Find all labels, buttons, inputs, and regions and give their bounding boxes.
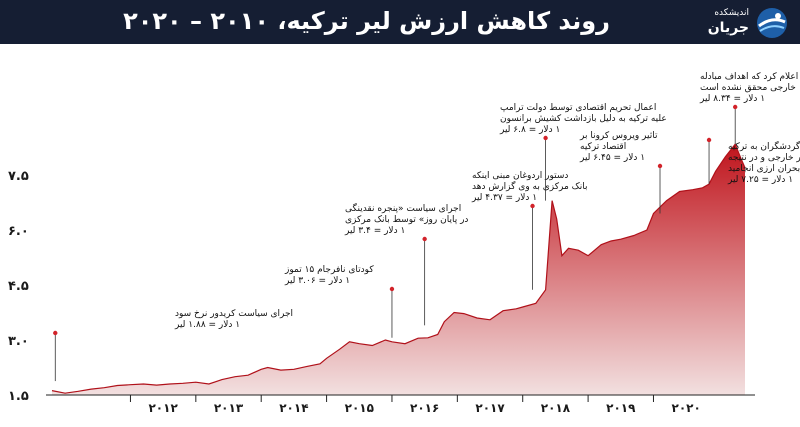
series-area-0 xyxy=(52,144,745,395)
annotation-text: کودتای نافرجام ۱۵ تموز xyxy=(284,265,374,275)
y-tick-label: ۱.۵ xyxy=(8,389,29,404)
globe-logo-icon xyxy=(757,8,787,38)
x-tick-label: ۲۰۱۲ xyxy=(148,401,178,415)
annotation-text: ۱ دلار = ۱.۸۸ لیر xyxy=(174,320,240,330)
annotation-text: ۱ دلار = ۷.۲۵ لیر xyxy=(727,175,793,185)
annotation-marker xyxy=(732,104,738,110)
annotation-text: اجرای سیاست «پنجره نقدینگی xyxy=(345,202,461,214)
annotation-text: بانک مرکزی به وی گزارش دهد xyxy=(472,180,587,192)
x-tick-label: ۲۰۱۷ xyxy=(475,401,505,415)
x-tick-label: ۲۰۱۳ xyxy=(214,401,244,415)
annotation-marker xyxy=(543,135,548,141)
x-tick-label: ۲۰۱۵ xyxy=(345,401,374,415)
annotation-text: ۱ دلار = ۴.۳۷ لیر xyxy=(471,193,537,203)
x-tick-label: ۲۰۲۰ xyxy=(672,401,701,415)
annotation-text: اقتصاد ترکیه xyxy=(580,142,626,152)
annotation-text: علیه ترکیه به دلیل بازداشت کشیش برانسون xyxy=(500,114,667,124)
x-tick-label: ۲۰۱۸ xyxy=(541,401,571,415)
annotation-marker xyxy=(530,203,535,209)
annotation-text: بحران ارزی انجامید xyxy=(728,164,800,174)
annotation-text: به کاهش ذخایر خارجی و در نتیجه xyxy=(728,153,800,163)
x-tick-label: ۲۰۱۶ xyxy=(410,401,439,415)
annotation-text: دستور اردوغان مبنی اینکه xyxy=(472,171,568,181)
y-tick-label: ۳.۰ xyxy=(8,334,29,349)
x-tick-label: ۲۰۱۹ xyxy=(606,401,636,415)
brand-small-label: اندیشکده xyxy=(714,8,749,18)
brand-block: اندیشکده جریان xyxy=(665,6,795,40)
annotation-text: ۱ دلار = ۸.۳۴ لیر xyxy=(699,94,765,104)
series-line-0 xyxy=(51,143,746,394)
brand-name-label: جریان xyxy=(707,20,749,36)
annotation-marker xyxy=(389,286,395,292)
title-bar: روند کاهش ارزش لیر ترکیه، ۲۰۱۰ – ۲۰۲۰ ان… xyxy=(0,0,800,44)
annotation-marker xyxy=(706,137,712,143)
annotation-text: تاثیر ویروس کرونا بر xyxy=(579,131,658,141)
chart-title: روند کاهش ارزش لیر ترکیه، ۲۰۱۰ – ۲۰۲۰ xyxy=(123,7,610,35)
annotation-text: اجرای سیاست کریدور نرخ سود xyxy=(175,309,293,319)
annotation-text: ۱ دلار = ۶.۸ لیر xyxy=(499,125,560,135)
annotation-text: اعمال تحریم اقتصادی توسط دولت ترامپ xyxy=(500,103,656,113)
x-tick-label: ۲۰۱۴ xyxy=(279,401,308,415)
annotation-text: خارجی محقق نشده است xyxy=(700,83,796,93)
annotation-text: در پایان روز» توسط بانک مرکزی xyxy=(345,215,468,225)
annotation-text: مورات یوسال اعلام کرد که اهداف مبادله xyxy=(700,72,800,82)
annotation-text: ۱ دلار = ۶.۴۵ لیر xyxy=(579,153,645,163)
annotation-marker xyxy=(657,163,663,169)
annotation-marker xyxy=(53,330,58,336)
annotation-text: ۱ دلار = ۳.۰۶ لیر xyxy=(284,276,350,286)
y-tick-label: ۷.۵ xyxy=(8,169,29,184)
y-tick-label: ۴.۵ xyxy=(8,279,29,294)
y-tick-label: ۶.۰ xyxy=(8,224,29,239)
annotation-text: ۱ دلار = ۳.۴ لیر xyxy=(344,226,405,236)
annotation-marker xyxy=(422,236,427,242)
annotation-text: کاهش ورود گردشگران به ترکیه xyxy=(728,140,800,152)
